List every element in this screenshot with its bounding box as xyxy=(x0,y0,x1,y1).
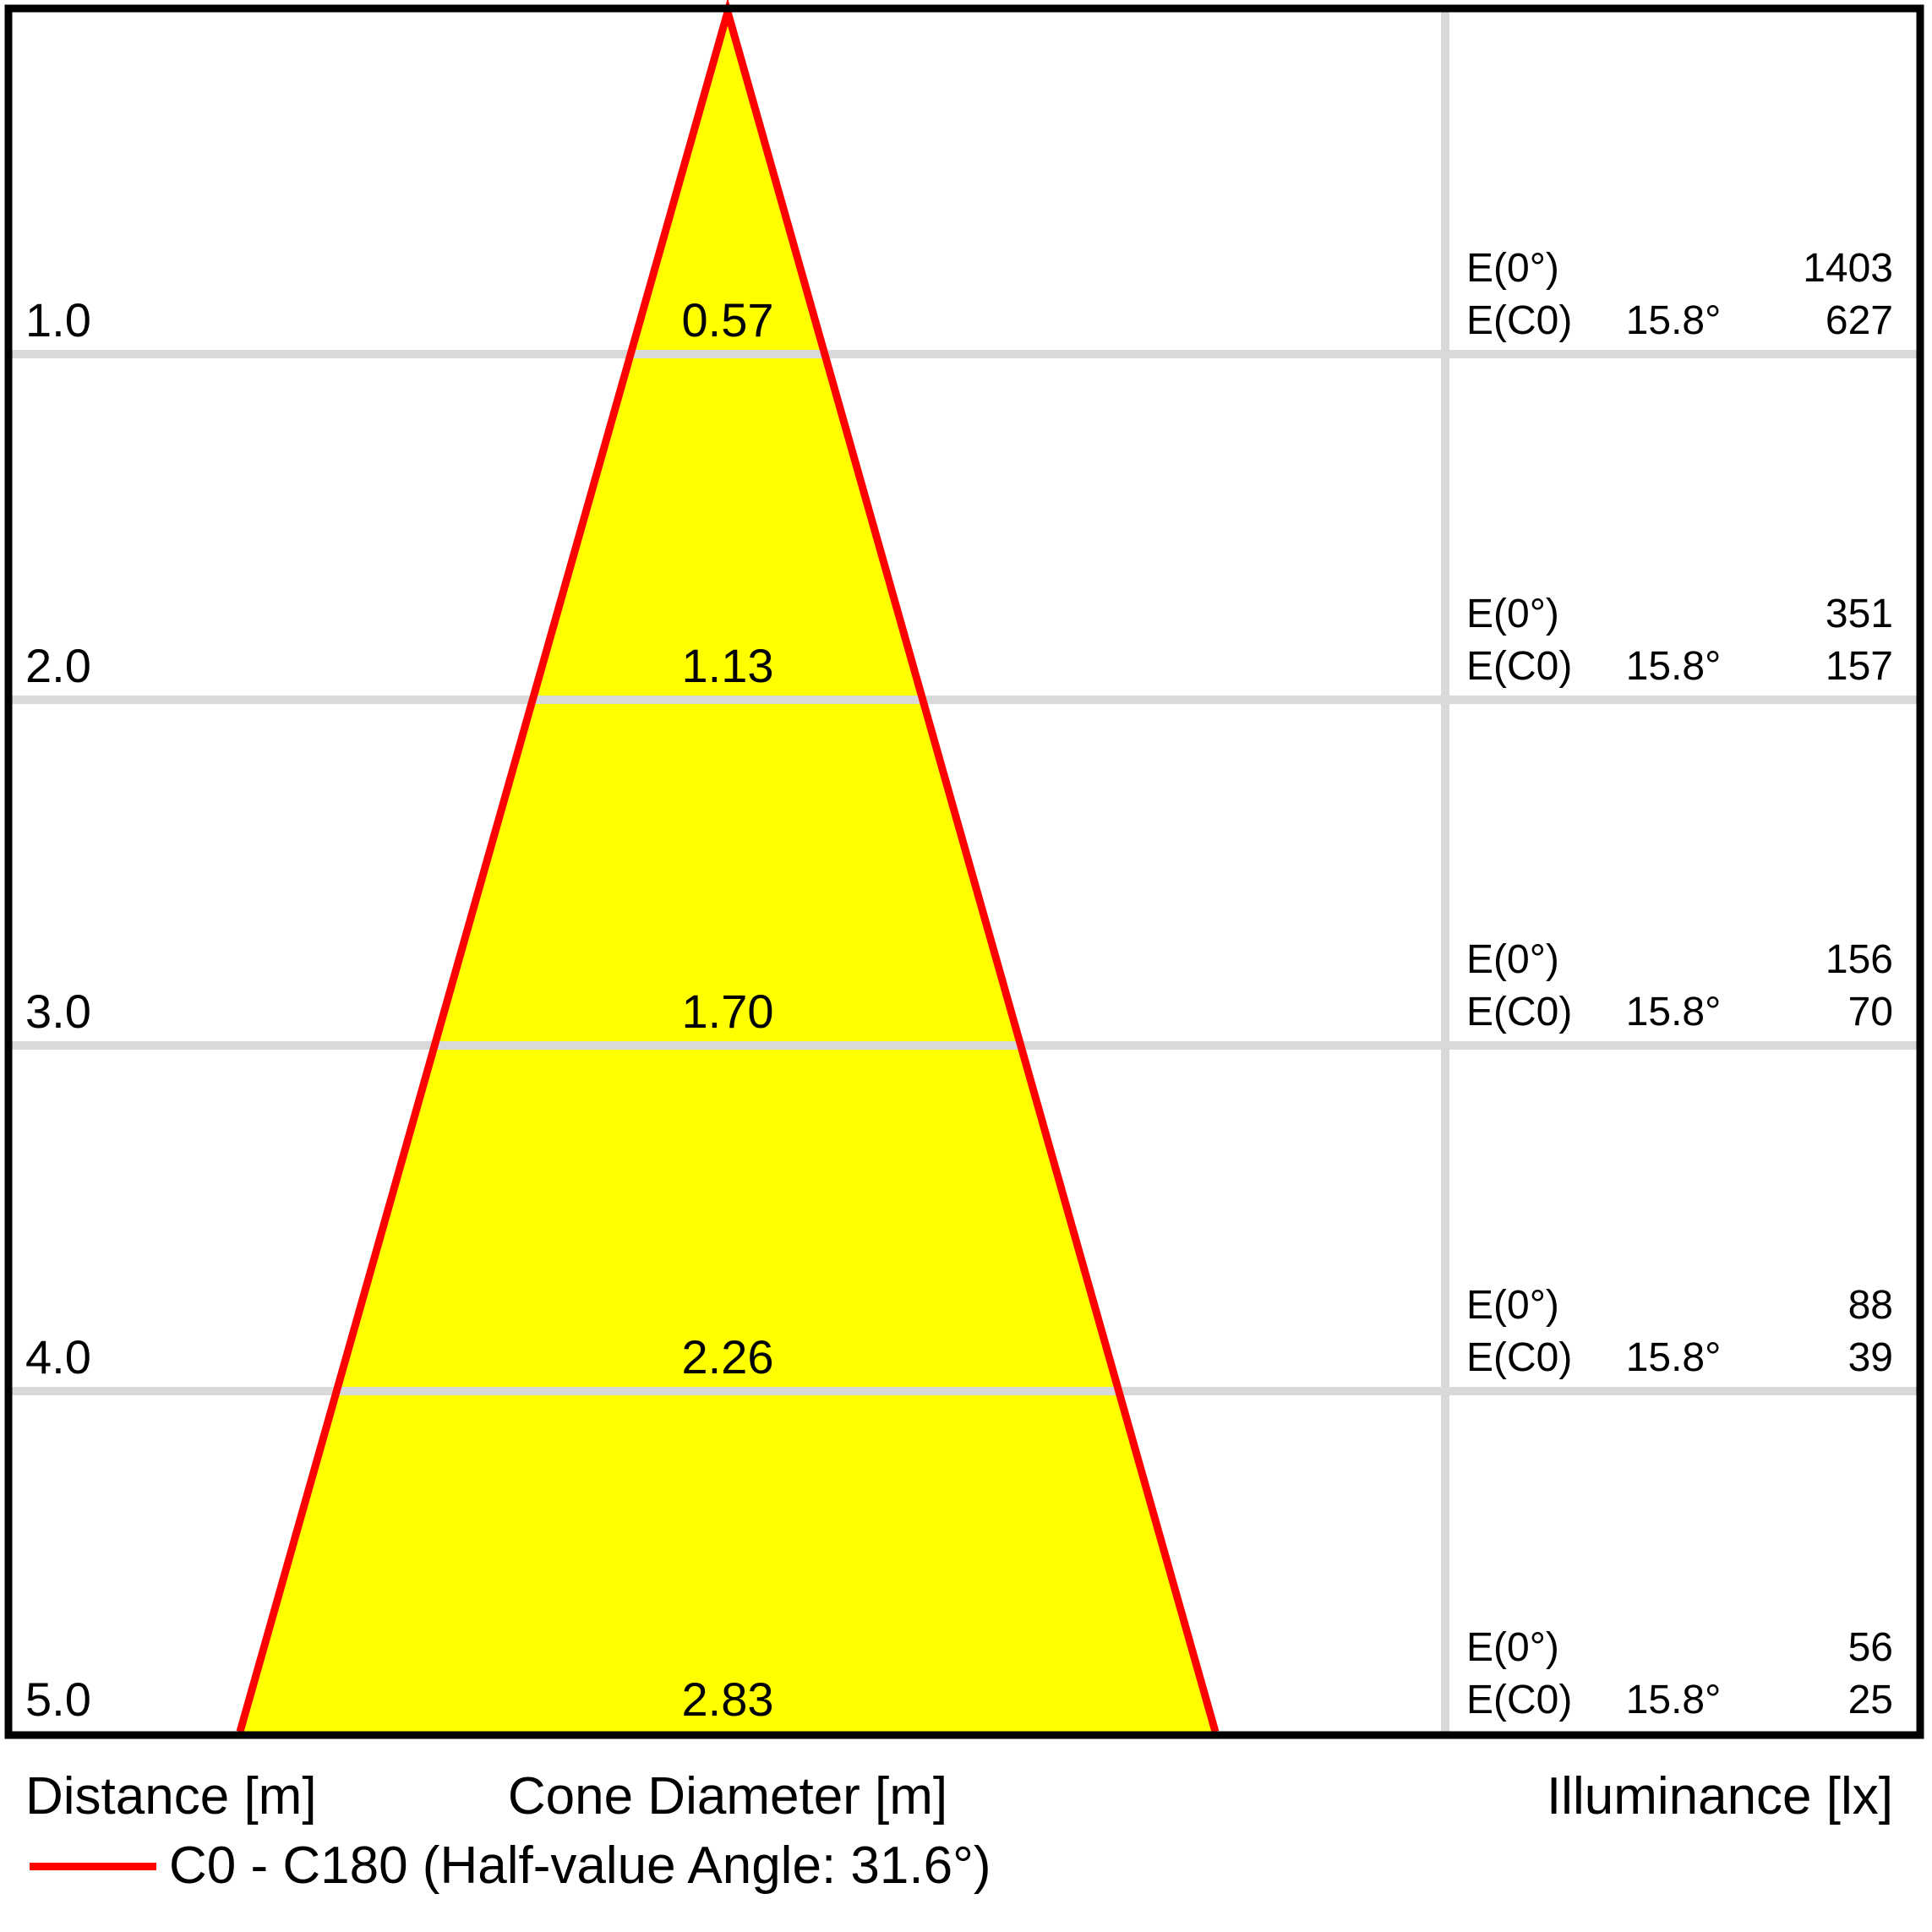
e0-value: 56 xyxy=(1847,1625,1893,1670)
ec0-label: E(C0) xyxy=(1466,298,1573,343)
ec0-angle: 15.8° xyxy=(1625,298,1722,343)
ec0-value: 157 xyxy=(1825,644,1893,689)
e0-value: 88 xyxy=(1847,1283,1893,1328)
legend-label: C0 - C180 (Half-value Angle: 31.6°) xyxy=(169,1836,991,1895)
cone-diameter-label: 2.83 xyxy=(681,1673,774,1726)
e0-label: E(0°) xyxy=(1466,246,1559,291)
ec0-value: 25 xyxy=(1847,1678,1893,1722)
footer-distance-label: Distance [m] xyxy=(25,1767,317,1826)
ec0-value: 39 xyxy=(1847,1335,1893,1380)
footer-cone-diameter-label: Cone Diameter [m] xyxy=(507,1767,948,1826)
legend-line-swatch xyxy=(30,1863,156,1870)
e0-label: E(0°) xyxy=(1466,937,1559,982)
distance-label: 4.0 xyxy=(25,1330,91,1384)
e0-label: E(0°) xyxy=(1466,592,1559,636)
ec0-value: 627 xyxy=(1825,298,1893,343)
ec0-value: 70 xyxy=(1847,990,1893,1034)
cone-diameter-label: 0.57 xyxy=(681,293,774,347)
e0-label: E(0°) xyxy=(1466,1625,1559,1670)
ec0-label: E(C0) xyxy=(1466,644,1573,689)
light-cone-fill xyxy=(240,12,1215,1732)
ec0-angle: 15.8° xyxy=(1625,1678,1722,1722)
e0-value: 1403 xyxy=(1803,246,1893,291)
e0-label: E(0°) xyxy=(1466,1283,1559,1328)
distance-label: 2.0 xyxy=(25,639,91,692)
ec0-angle: 15.8° xyxy=(1625,1335,1722,1380)
distance-label: 3.0 xyxy=(25,985,91,1038)
ec0-label: E(C0) xyxy=(1466,990,1573,1034)
ec0-angle: 15.8° xyxy=(1625,990,1722,1034)
e0-value: 156 xyxy=(1825,937,1893,982)
cone-diameter-label: 1.70 xyxy=(681,985,774,1038)
footer-illuminance-label: Illuminance [lx] xyxy=(1546,1767,1893,1826)
distance-label: 5.0 xyxy=(25,1673,91,1726)
chart-border xyxy=(4,4,1924,1739)
ec0-label: E(C0) xyxy=(1466,1335,1573,1380)
e0-value: 351 xyxy=(1825,592,1893,636)
distance-label: 1.0 xyxy=(25,293,91,347)
cone-diameter-label: 1.13 xyxy=(681,639,774,692)
cone-diameter-label: 2.26 xyxy=(681,1330,774,1384)
ec0-label: E(C0) xyxy=(1466,1678,1573,1722)
ec0-angle: 15.8° xyxy=(1625,644,1722,689)
